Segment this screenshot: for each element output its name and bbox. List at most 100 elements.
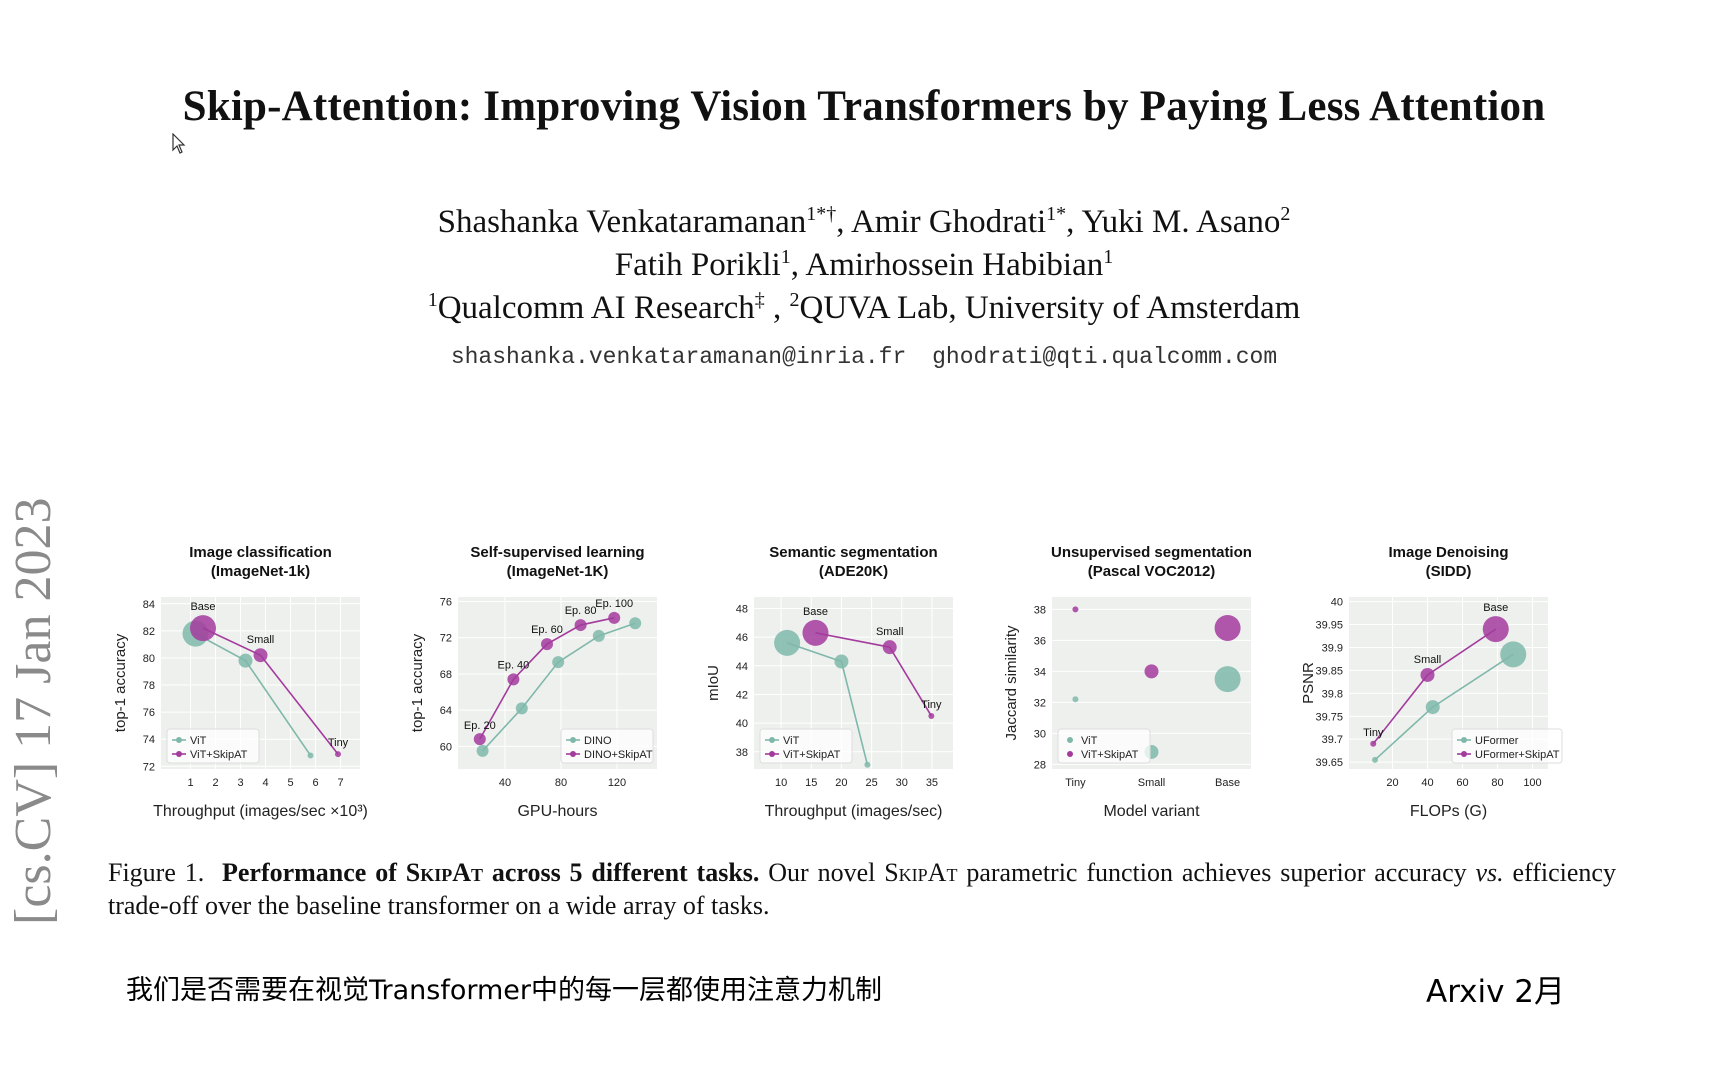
data-point — [834, 654, 849, 669]
x-tick-label: 6 — [312, 777, 318, 789]
data-point — [507, 673, 520, 686]
y-tick-label: 68 — [440, 669, 452, 681]
y-tick-label: 80 — [143, 653, 155, 665]
x-tick-label: 100 — [1523, 777, 1541, 789]
author-venkataramanan: Shashanka Venkataramanan — [437, 204, 807, 240]
legend-label: DINO+SkipAT — [584, 749, 653, 761]
data-point — [864, 761, 871, 768]
author-2-affil: 1* — [1046, 203, 1067, 225]
affiliation-quva: QUVA Lab, University of Amsterdam — [799, 290, 1301, 326]
data-point — [335, 751, 341, 758]
data-point — [1214, 666, 1241, 693]
point-label: Base — [190, 601, 215, 613]
x-axis-label: Model variant — [1103, 803, 1200, 820]
point-label: Base — [803, 606, 828, 618]
authors-line-2: Fatih Porikli1, Amirhossein Habibian1 — [0, 246, 1728, 284]
video-subtitle-chinese: 我们是否需要在视觉Transformer中的每一层都使用注意力机制 — [126, 975, 883, 1006]
chart-title: Unsupervised segmentation — [1051, 545, 1252, 561]
chart-panel-4: Unsupervised segmentation (Pascal VOC2012… — [1003, 545, 1252, 820]
chart-legend: ViT ViT+SkipAT — [759, 728, 853, 764]
chart-subtitle: (ImageNet-1k) — [211, 563, 310, 580]
x-tick-label: 60 — [1456, 777, 1468, 789]
x-tick-label: 4 — [262, 777, 268, 789]
legend-marker — [1461, 737, 1467, 743]
legend-marker — [1067, 751, 1073, 757]
y-tick-label: 32 — [1034, 697, 1046, 709]
legend-label: ViT — [190, 735, 207, 747]
y-tick-label: 76 — [143, 707, 155, 719]
series-uformer — [1372, 641, 1527, 763]
data-point — [1370, 740, 1377, 747]
y-tick-label: 36 — [1034, 635, 1046, 647]
data-point — [476, 744, 489, 757]
author-asano: , Yuki M. Asano — [1066, 204, 1281, 240]
authors-line-1: Shashanka Venkataramanan1*†, Amir Ghodra… — [0, 203, 1728, 241]
x-tick-label: 10 — [775, 777, 787, 789]
y-tick-label: 39.95 — [1315, 620, 1343, 632]
chart-panel-2: Self-supervised learning (ImageNet-1K) 60 6… — [409, 545, 657, 820]
caption-text-a: Our novel — [759, 858, 885, 887]
y-tick-label: 44 — [736, 661, 748, 673]
y-tick-label: 40 — [1331, 597, 1343, 609]
chart-title: Semantic segmentation — [769, 545, 937, 561]
data-point — [515, 702, 528, 715]
y-tick-label: 64 — [440, 705, 452, 717]
chart-title: Image Denoising — [1388, 545, 1508, 561]
y-axis-label: Jaccard similarity — [1003, 625, 1020, 741]
x-axis-label: FLOPs (G) — [1410, 803, 1487, 820]
legend-label: ViT+SkipAT — [783, 749, 841, 761]
legend-box — [1451, 728, 1563, 764]
series-vit-skipat: Base Small Tiny — [190, 601, 349, 758]
y-tick-label: 72 — [143, 761, 155, 773]
author-5-affil: 1 — [1103, 246, 1114, 268]
x-tick-label: 35 — [926, 777, 938, 789]
chart-panel-5: Image Denoising (SIDD) 39.65 39.7 39.75 39.8 3… — [1300, 545, 1563, 820]
x-tick-label: 15 — [805, 777, 817, 789]
legend-marker — [1461, 751, 1467, 757]
x-tick-label: 5 — [287, 777, 293, 789]
caption-bold-skipat: SkipAt — [405, 858, 483, 887]
legend-marker — [1067, 737, 1073, 743]
x-tick-label: 7 — [337, 777, 343, 789]
affil-1-dagger: ‡ — [754, 289, 765, 311]
legend-label: ViT+SkipAT — [190, 749, 248, 761]
legend-marker — [176, 751, 182, 757]
legend-label: ViT — [783, 735, 800, 747]
y-tick-label: 39.85 — [1315, 665, 1343, 677]
data-point — [574, 619, 587, 632]
caption-vs: vs. — [1475, 858, 1504, 887]
data-point — [774, 629, 801, 656]
legend-box — [1057, 728, 1151, 764]
y-tick-label: 39.75 — [1315, 711, 1343, 723]
caption-label: Figure 1. — [108, 858, 205, 887]
legend-label: UFormer — [1475, 735, 1519, 747]
email-venkataramanan: shashanka.venkataramanan@inria.fr — [450, 344, 907, 370]
x-tick-label: 40 — [1421, 777, 1433, 789]
series-vit-skipat: Base Small Tiny — [802, 606, 942, 719]
legend-box — [560, 728, 654, 764]
chart-subtitle: (SIDD) — [1426, 563, 1472, 580]
legend-label: DINO — [584, 735, 612, 747]
point-label: Ep. 80 — [565, 605, 597, 617]
caption-bold-a: Performance of — [221, 858, 406, 887]
y-axis-label: mIoU — [705, 665, 722, 701]
x-tick-label: 25 — [865, 777, 877, 789]
series-vit-skipat — [1072, 606, 1241, 679]
x-tick-label: 20 — [835, 777, 847, 789]
y-tick-label: 30 — [1034, 728, 1046, 740]
author-emails: shashanka.venkataramanan@inria.fr ghodra… — [0, 344, 1728, 370]
chart-legend: ViT ViT+SkipAT — [166, 728, 260, 764]
video-subtitle-right: Arxiv 2月 — [1426, 974, 1566, 1010]
legend-marker — [176, 737, 182, 743]
chart-legend: DINO DINO+SkipAT — [560, 728, 654, 764]
point-label: Tiny — [1363, 727, 1384, 739]
data-point — [541, 638, 553, 651]
data-point — [882, 640, 897, 655]
figure-caption: Figure 1. Performance of SkipAt across 5… — [108, 856, 1616, 922]
x-axis-label: Throughput (images/sec ×10³) — [153, 803, 368, 820]
x-tick-label: Tiny — [1065, 777, 1086, 789]
x-tick-label: 40 — [499, 777, 511, 789]
data-point — [190, 615, 216, 642]
y-tick-label: 78 — [143, 680, 155, 692]
